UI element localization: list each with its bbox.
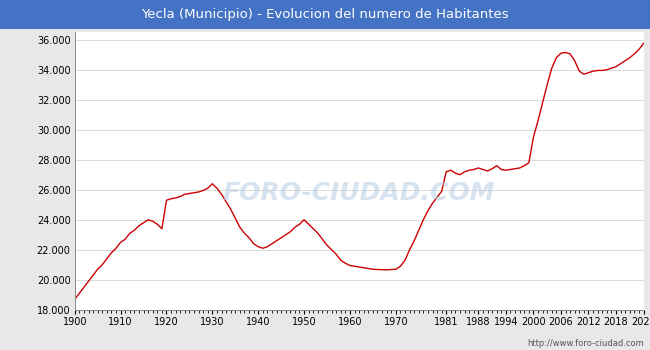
Text: http://www.foro-ciudad.com: http://www.foro-ciudad.com — [526, 339, 644, 348]
Text: Yecla (Municipio) - Evolucion del numero de Habitantes: Yecla (Municipio) - Evolucion del numero… — [141, 8, 509, 21]
Text: FORO-CIUDAD.COM: FORO-CIUDAD.COM — [223, 181, 495, 205]
